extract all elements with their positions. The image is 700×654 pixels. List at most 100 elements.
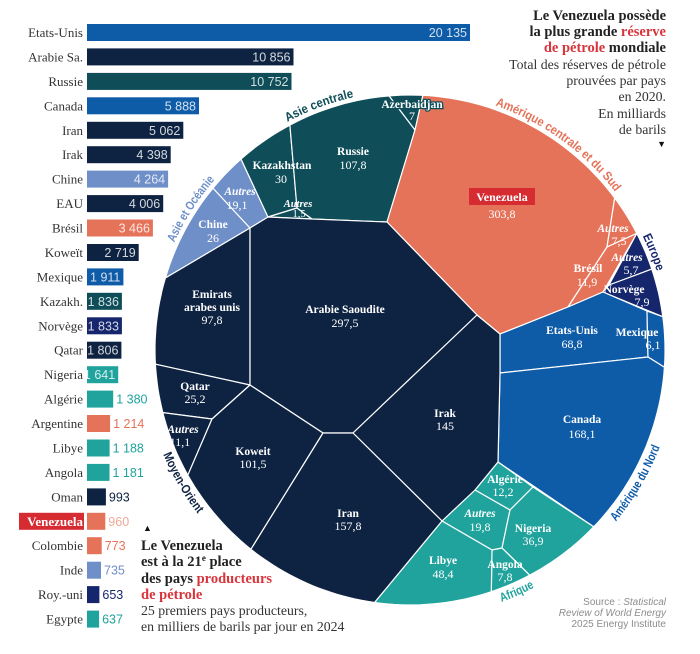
voronoi-cell (497, 356, 666, 528)
bar-row: Brésil 3 466 (52, 219, 153, 237)
headline-text: est à la 21 (141, 554, 202, 571)
bar-category-label: Kazakh. (40, 294, 83, 309)
cell-name: Algérie (487, 474, 523, 486)
bar-value-label: 637 (102, 613, 123, 627)
bar-row: EAU 4 006 (56, 195, 164, 213)
bar-value-label: 773 (105, 539, 126, 553)
reserves-headline-line: la plus grande réserve (509, 24, 666, 40)
bar (87, 537, 102, 555)
cell-name: Russie (337, 146, 369, 158)
bar-category-label: Algérie (44, 392, 83, 407)
pointer-down-icon: ▼ (657, 139, 666, 150)
region-group (240, 94, 424, 223)
cell-name: Autres (463, 508, 496, 520)
cell-value: 19,1 (227, 198, 248, 212)
bar-value-label: 735 (104, 564, 125, 578)
bar (87, 463, 110, 481)
cell-value: 297,5 (332, 316, 359, 330)
production-intro: Le Venezuela est à la 21e place des pays… (141, 538, 344, 636)
cell-value: 5,7 (624, 263, 639, 277)
region-group (373, 461, 595, 606)
cell-value: 7 (409, 109, 415, 123)
bar-category-label: Canada (44, 98, 83, 113)
source-line: 2025 Energy Institute (571, 619, 666, 630)
bar-row: Colombie 773 (32, 537, 126, 555)
cell-name: Qatar (180, 381, 209, 393)
bar-category-label: Brésil (52, 221, 83, 236)
cell-value: 107,8 (340, 158, 367, 172)
cell-value: 303,8 (489, 207, 516, 221)
reserves-headline: Le Venezuela possède la plus grande rése… (509, 8, 666, 56)
description-line: en 2020. (618, 89, 666, 105)
bar-category-label: Irak (62, 147, 83, 162)
highlight-label-box (19, 512, 84, 530)
bar-row: Argentine 1 214 (31, 415, 144, 432)
voronoi-cell (250, 432, 443, 604)
description-line: prouvées par pays (566, 73, 666, 89)
bar-row: Kazakh. 1 836 (40, 292, 122, 310)
bar-row: Norvège 1 833 (38, 317, 122, 335)
bar-category-label: Roy.-uni (38, 587, 83, 602)
bar-row: Algérie 1 380 (44, 390, 148, 408)
bar (87, 244, 139, 261)
description-line: Total des réserves de pétrole (509, 57, 666, 72)
voronoi-cell (386, 94, 616, 335)
bar-value-label: 4 264 (134, 173, 165, 187)
bar (87, 195, 164, 213)
cell-name: Libye (429, 555, 457, 567)
bar-value-label: 1 806 (87, 344, 118, 358)
bar-value-label: 2 719 (104, 246, 135, 260)
reserves-headline-line: de pétrole mondiale (509, 40, 666, 56)
source-label: Source : (583, 597, 624, 608)
cell-name: Brésil (574, 263, 603, 275)
ordinal-suffix: e (201, 553, 206, 564)
region-group (497, 291, 666, 528)
cell-name: Azerbaidjan (381, 99, 443, 111)
cell-name: Canada (563, 414, 602, 426)
bar-value-label: 993 (109, 490, 130, 504)
voronoi-cell (154, 227, 251, 386)
bar-value-label: 1 181 (113, 466, 144, 480)
cell-value: 101,5 (240, 457, 267, 471)
cell-value: 19,8 (470, 520, 491, 534)
bar-value-label: 20 135 (429, 26, 467, 40)
headline-text: la plus grande (529, 24, 621, 40)
headline-text: place (205, 554, 242, 571)
bar-value-label: 1 188 (113, 442, 144, 456)
description-line: En milliards (598, 105, 666, 121)
pointer-up-icon: ▲ (143, 523, 152, 533)
bar-value-label: 1 836 (88, 295, 119, 309)
bar-category-label: Russie (48, 74, 83, 89)
cell-name: Norvège (604, 284, 645, 296)
description-line: de barils (618, 121, 666, 137)
headline-accent-text: de pétrole (543, 40, 606, 56)
bar-category-label: Nigeria (44, 367, 83, 382)
bar-category-label: Koweït (45, 245, 84, 260)
cell-value: 48,4 (433, 567, 454, 581)
bar (87, 170, 169, 188)
cell-name: Venezuela (476, 190, 528, 204)
bar (87, 292, 122, 310)
production-headline: Le Venezuela est à la 21e place des pays… (141, 538, 344, 603)
cell-name: Autres (166, 424, 199, 436)
bar-value-label: 1 641 (84, 368, 115, 382)
headline-text: Le Venezuela (141, 538, 223, 554)
bar-row: Iran 5 062 (62, 121, 184, 139)
cell-name: Iran (337, 508, 359, 520)
cell-value: 26 (207, 231, 219, 245)
cell-value: 11,9 (577, 275, 598, 289)
bar-row: Libye 1 188 (53, 439, 144, 457)
bar-category-label: Iran (62, 123, 83, 138)
